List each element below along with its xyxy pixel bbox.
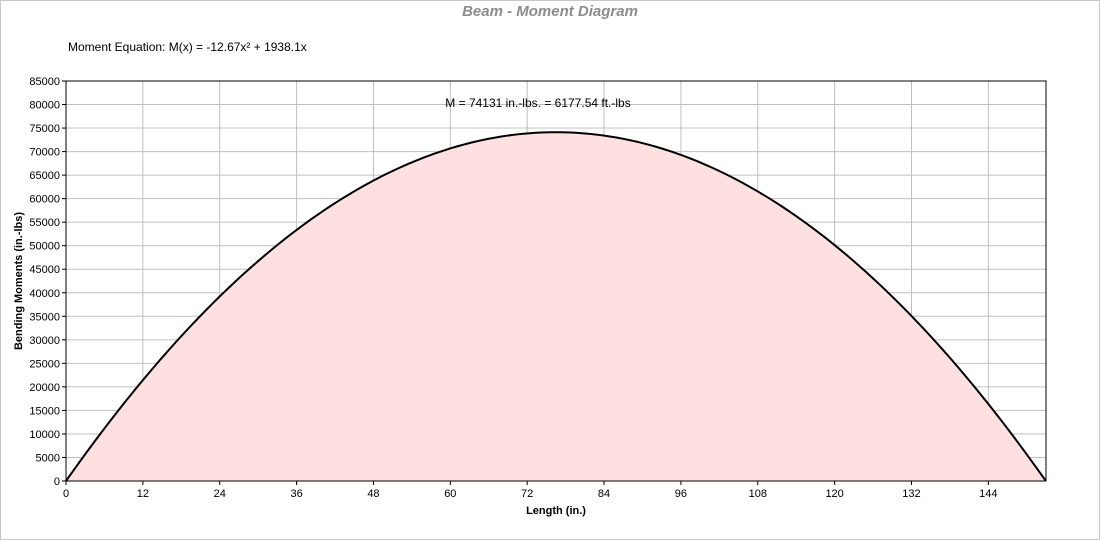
y-tick-label: 40000	[29, 288, 60, 300]
x-tick-label: 12	[137, 488, 149, 500]
moment-curve-line	[65, 131, 1047, 482]
y-tick-label: 30000	[29, 335, 60, 347]
y-tick-label: 35000	[29, 311, 60, 323]
x-tick-label: 60	[444, 488, 456, 500]
y-tick-label: 0	[54, 476, 60, 488]
x-tick-label: 24	[214, 488, 226, 500]
y-axis-label: Bending Moments (in.-lbs)	[13, 212, 25, 350]
y-tick-label: 70000	[29, 147, 60, 159]
plot-series	[65, 131, 1047, 482]
x-tick-label: 36	[290, 488, 302, 500]
y-tick-label: 10000	[29, 429, 60, 441]
y-tick-label: 55000	[29, 217, 60, 229]
plot-area-border	[65, 80, 1047, 482]
y-tick-label: 50000	[29, 241, 60, 253]
x-tick-label: 96	[675, 488, 687, 500]
moment-equation: Moment Equation: M(x) = -12.67x² + 1938.…	[68, 40, 307, 54]
y-tick-label: 85000	[29, 76, 60, 88]
y-tick-label: 80000	[29, 100, 60, 112]
x-axis-label: Length (in.)	[526, 505, 586, 517]
x-tick-label: 108	[749, 488, 767, 500]
x-tick-label: 144	[979, 488, 997, 500]
y-tick-label: 5000	[36, 452, 60, 464]
chart-title: Beam - Moment Diagram	[462, 3, 638, 20]
y-tick-label: 20000	[29, 382, 60, 394]
y-axis-ticks: 0 5000 10000 15000 20000 25000 30000 35000 40000…	[29, 76, 66, 488]
x-tick-label: 48	[367, 488, 379, 500]
y-tick-label: 75000	[29, 123, 60, 135]
moment-area-fill	[66, 132, 1046, 481]
y-tick-label: 15000	[29, 405, 60, 417]
x-tick-label: 0	[63, 488, 69, 500]
y-tick-label: 65000	[29, 170, 60, 182]
y-tick-label: 45000	[29, 264, 60, 276]
y-tick-label: 25000	[29, 358, 60, 370]
x-axis-ticks: 0 12 24 36 48 60 72 84 96 108 120 132 144	[63, 481, 998, 500]
y-tick-label: 60000	[29, 194, 60, 206]
x-tick-label: 120	[825, 488, 843, 500]
x-tick-label: 84	[598, 488, 610, 500]
x-tick-label: 72	[521, 488, 533, 500]
x-tick-label: 132	[902, 488, 920, 500]
max-moment-annotation: M = 74131 in.-lbs. = 6177.54 ft.-lbs	[445, 96, 630, 110]
